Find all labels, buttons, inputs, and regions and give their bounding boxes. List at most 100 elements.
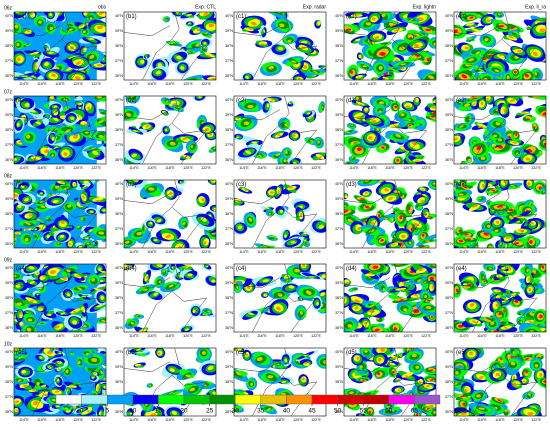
echo [29,281,35,284]
echo [420,200,425,203]
echo [294,268,301,273]
echo [66,310,83,317]
echo [201,197,205,202]
lon-tick-label: 118°E [495,334,505,338]
echo [124,266,129,269]
echo [420,245,425,248]
echo [78,24,85,29]
lon-tick-label: 118°E [385,250,395,254]
lon-tick-label: 116°E [477,82,487,86]
colorbar-segment [337,394,364,405]
lat-tick-label: 38°N [335,296,343,300]
echo [541,137,544,140]
lon-tick-label: 120°E [293,334,303,338]
echo [297,77,302,80]
echo [432,182,436,185]
lon-tick-label: 114°E [129,166,139,170]
echo [163,270,165,273]
echo [203,12,209,17]
panel-frame [343,347,437,417]
echo [529,312,535,317]
echo [521,112,526,114]
echo [70,352,73,354]
echo [395,264,405,266]
lat-tick-label: 39°N [5,113,13,117]
echo [277,363,280,366]
lon-tick-label: 116°E [367,418,377,422]
echo [408,241,412,245]
lon-tick-label: 118°E [495,82,505,86]
echo [403,308,408,312]
echo [127,180,140,184]
lat-tick-label: 40°N [225,98,233,102]
echo [309,140,314,142]
lon-tick-label: 122°E [311,166,321,170]
echo [497,399,502,402]
lon-tick-label: 120°E [73,250,83,254]
echo [80,186,89,190]
echo [430,378,434,381]
lat-tick-label: 37°N [5,59,13,63]
echo [82,195,85,199]
lon-tick-label: 122°E [421,166,431,170]
echo [14,358,26,361]
lon-tick-label: 114°E [349,82,359,86]
column-title: Exp. radar [303,4,326,10]
reflectivity-field [124,264,216,332]
echo [182,77,202,80]
echo [469,38,473,40]
echo [85,352,89,355]
echo [542,112,546,116]
lon-tick-label: 114°E [19,250,29,254]
echo [392,370,395,374]
echo [497,275,501,278]
echo [357,147,362,152]
lon-tick-label: 118°E [385,82,395,86]
echo [165,19,168,21]
echo [100,111,106,115]
echo [247,104,254,109]
echo [91,358,98,362]
echo [73,134,79,139]
lat-tick-label: 39°N [225,29,233,33]
lat-tick-label: 40°N [225,14,233,18]
lat-tick-label: 36°N [445,326,453,330]
echo [394,28,400,32]
echo [409,142,420,150]
echo [495,372,500,377]
panel-label: (e5) [456,350,467,356]
reflectivity-field [454,12,546,80]
echo [345,194,348,196]
echo [63,152,68,157]
echo [499,54,504,57]
reflectivity-field [234,96,326,164]
echo [365,109,368,112]
echo [86,22,89,26]
panel-label: (a4) [16,266,27,272]
echo [388,196,394,201]
echo [462,402,466,406]
echo [16,302,22,306]
lat-tick-label: 39°N [225,113,233,117]
echo [475,12,486,17]
echo [213,147,216,150]
echo [426,57,430,62]
echo [478,375,484,379]
echo [400,113,405,117]
lat-tick-label: 40°N [5,14,13,18]
echo [512,141,518,144]
lon-tick-label: 114°E [459,250,469,254]
lon-tick-label: 116°E [257,166,267,170]
lat-tick-label: 40°N [225,266,233,270]
echo [398,46,406,51]
echo [364,205,370,209]
echo [145,125,150,128]
echo [483,318,492,323]
echo [477,126,484,128]
lon-tick-label: 116°E [147,250,157,254]
echo [495,220,500,224]
echo [380,239,384,242]
panel-label: (a2) [16,98,27,104]
